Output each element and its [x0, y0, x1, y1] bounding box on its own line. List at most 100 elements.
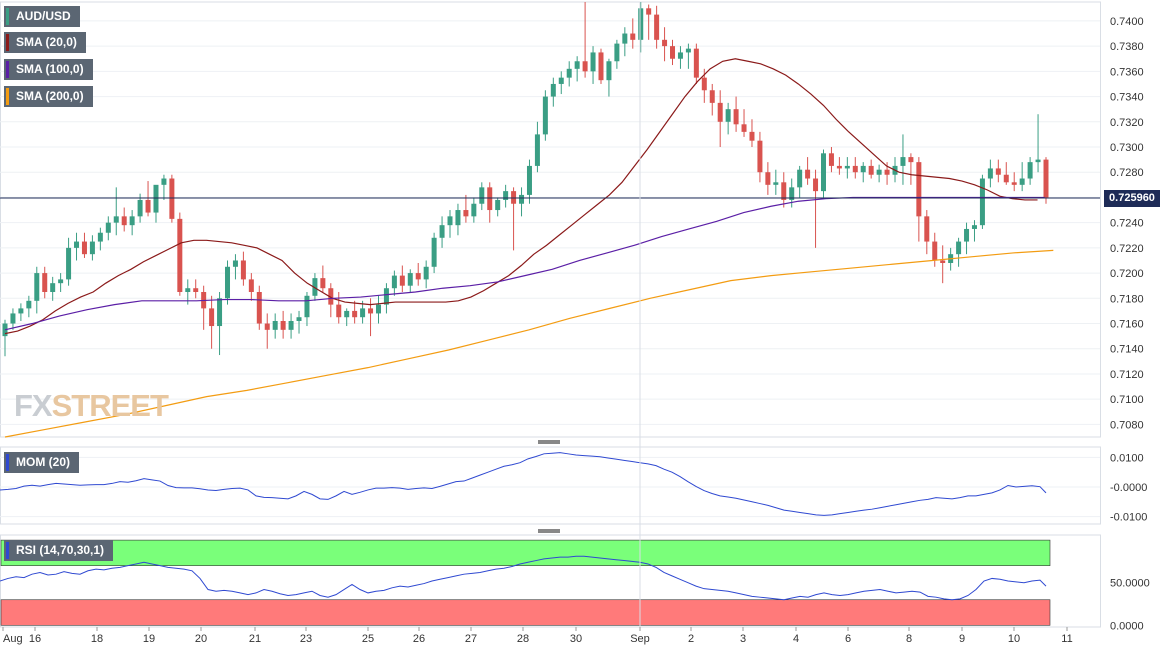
candle-body: [113, 216, 119, 223]
candle-body: [368, 308, 374, 314]
candle-body: [844, 165, 850, 169]
candle-body: [352, 310, 358, 318]
candle-body: [1043, 159, 1049, 198]
candle-body: [574, 61, 580, 69]
candle-body: [701, 77, 707, 91]
sma200-legend[interactable]: SMA (200,0): [4, 86, 93, 107]
time-tick-label: 27: [465, 633, 477, 645]
candle-body: [193, 288, 199, 292]
candle-body: [741, 124, 747, 132]
candle-body: [169, 178, 175, 219]
candle-body: [320, 278, 326, 289]
candle-body: [264, 323, 270, 330]
candle-body: [81, 241, 87, 255]
candle-body: [638, 8, 644, 40]
candle-body: [455, 210, 461, 226]
time-tick-label: 20: [195, 633, 207, 645]
candle-body: [820, 153, 826, 192]
candle-body: [749, 131, 755, 141]
candle-body: [407, 273, 413, 286]
time-tick-label: 9: [959, 633, 965, 645]
price-tick-label: 0.7180: [1110, 293, 1144, 305]
candle-body: [66, 247, 72, 280]
candle-body: [58, 279, 64, 284]
candle-body: [693, 48, 699, 78]
sma100-legend[interactable]: SMA (100,0): [4, 59, 93, 80]
price-tick-label: 0.7340: [1110, 92, 1144, 104]
candle-body: [89, 241, 95, 255]
candle-body: [757, 140, 763, 173]
candle-body: [177, 218, 183, 292]
candle-body: [185, 288, 191, 292]
candle-body: [765, 172, 771, 185]
candle-body: [733, 109, 739, 125]
time-tick-label: 28: [517, 633, 529, 645]
price-plot-area: [0, 1, 1101, 438]
candle-body: [884, 169, 890, 175]
candle-body: [26, 300, 32, 309]
candle-body: [304, 295, 310, 318]
candle-body: [534, 134, 540, 166]
price-tick-label: 0.7300: [1110, 142, 1144, 154]
sma20-legend[interactable]: SMA (20,0): [4, 32, 86, 53]
candle-body: [344, 310, 350, 318]
candle-body: [145, 199, 151, 213]
candle-body: [662, 39, 668, 47]
candle-body: [375, 304, 381, 314]
time-tick-label: 6: [845, 633, 851, 645]
candle-body: [654, 14, 660, 40]
candle-body: [582, 61, 588, 72]
candle-body: [97, 232, 103, 242]
candle-body: [383, 288, 389, 305]
momentum-legend[interactable]: MOM (20): [4, 452, 79, 473]
time-tick-label: 8: [906, 633, 912, 645]
candle-body: [272, 321, 278, 330]
time-tick-label: 3: [740, 633, 746, 645]
candle-body: [1011, 182, 1017, 185]
momentum-resize-handle: [538, 440, 560, 444]
candle-body: [971, 225, 977, 229]
symbol-legend[interactable]: AUD/USD: [4, 6, 80, 27]
time-tick-label: 2: [688, 633, 694, 645]
candle-body: [153, 184, 159, 213]
candle-body: [924, 216, 930, 242]
price-tick-label: 0.7080: [1110, 419, 1144, 431]
candle-body: [940, 260, 946, 263]
time-tick-label: 21: [249, 633, 261, 645]
candle-body: [463, 210, 469, 217]
candle-body: [789, 187, 795, 200]
candle-body: [916, 162, 922, 217]
candle-body: [34, 273, 40, 301]
candle-body: [439, 225, 445, 238]
candle-body: [74, 241, 80, 248]
candle-body: [129, 216, 135, 226]
price-tick-label: 0.7320: [1110, 117, 1144, 129]
candle-body: [685, 48, 691, 53]
momentum-tick-label: -0.0100: [1110, 512, 1147, 524]
candle-body: [280, 321, 286, 330]
candle-body: [312, 278, 318, 296]
candle-body: [828, 153, 834, 166]
candle-body: [431, 237, 437, 267]
time-tick-label: 23: [300, 633, 312, 645]
candle-body: [391, 275, 397, 289]
candle-body: [225, 266, 231, 299]
candle-body: [1003, 174, 1009, 183]
candle-body: [860, 165, 866, 173]
candle-body: [328, 288, 334, 305]
sma-line-1: [4, 196, 1045, 331]
candle-body: [566, 68, 572, 78]
rsi-legend[interactable]: RSI (14,70,30,1): [4, 540, 114, 561]
rsi-tick-label: 0.0000: [1110, 620, 1144, 632]
last-price-label: 0.725960: [1104, 190, 1160, 207]
rsi-tick-label: 50.0000: [1110, 578, 1150, 590]
momentum-tick-label: 0.0100: [1110, 452, 1144, 464]
candle-body: [542, 96, 548, 135]
time-tick-label: Aug: [3, 633, 23, 645]
candle-body: [137, 199, 143, 217]
candle-body: [161, 178, 167, 185]
price-tick-label: 0.7280: [1110, 167, 1144, 179]
candle-body: [1027, 162, 1033, 179]
candle-body: [503, 191, 509, 200]
candle-body: [360, 308, 366, 318]
